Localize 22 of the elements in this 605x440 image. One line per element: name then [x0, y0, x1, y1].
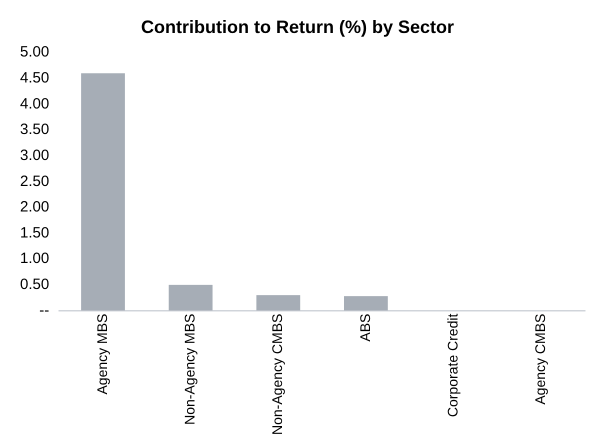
y-tick-label: -- — [39, 302, 50, 319]
y-tick-label: 0.50 — [20, 276, 50, 293]
y-tick-label: 4.00 — [20, 95, 50, 112]
chart-title: Contribution to Return (%) by Sector — [141, 16, 454, 37]
bar — [256, 295, 300, 311]
x-tick-label: Agency MBS — [94, 314, 110, 395]
y-tick-label: 1.50 — [20, 224, 50, 242]
x-tick-label: Non-Agency CMBS — [269, 314, 286, 436]
bar — [168, 284, 213, 311]
y-tick-label: 3.00 — [20, 146, 50, 164]
y-tick-label: 2.50 — [20, 172, 50, 190]
x-tick-label: ABS — [356, 314, 373, 342]
y-tick-label: 1.00 — [20, 250, 50, 268]
x-tick-label: Agency CMBS — [532, 314, 548, 405]
y-tick-label: 5.00 — [20, 44, 50, 61]
x-tick-label: Corporate Credit — [444, 314, 460, 418]
y-tick-label: 2.00 — [20, 198, 50, 216]
x-tick-label: Non-Agency MBS — [182, 314, 198, 425]
bar — [344, 296, 388, 311]
y-tick-label: 3.50 — [20, 121, 50, 138]
y-tick-label: 4.50 — [20, 70, 50, 87]
bar — [81, 73, 125, 311]
